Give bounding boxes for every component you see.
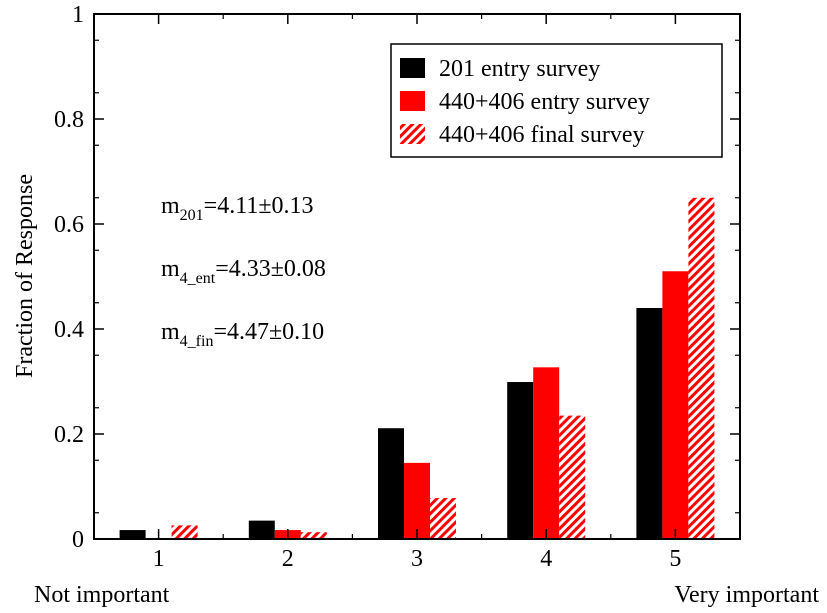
x-tick-label: 5 <box>669 546 681 572</box>
annotation-value: =4.33±0.08 <box>215 256 326 282</box>
legend-label: 440+406 final survey <box>439 122 645 148</box>
bar <box>662 271 689 539</box>
mean-annotation: m201=4.11±0.13 <box>161 193 314 224</box>
legend-box <box>390 43 723 158</box>
y-tick-label: 0.8 <box>54 107 84 133</box>
annotation-subscript: 201 <box>180 207 204 224</box>
legend-swatch <box>400 58 425 78</box>
axes-layer: 0 0.2 0.4 0.6 0.8 1 1 2 3 4 5 <box>54 2 740 572</box>
legend-items: 201 entry survey 440+406 entry survey 440+… <box>400 56 650 148</box>
legend-swatch <box>400 124 425 144</box>
annotation-base: m <box>161 256 180 282</box>
y-axis-label: Fraction of Response <box>12 174 38 378</box>
bar <box>404 462 430 539</box>
annotation-subscript: 4_fin <box>180 333 214 350</box>
bar <box>378 428 404 539</box>
bar <box>507 382 534 539</box>
bar <box>248 520 275 539</box>
legend: 201 entry survey 440+406 entry survey 440+… <box>390 43 723 158</box>
annotations-layer: m201=4.11±0.13m4_ent=4.33±0.08m4_fin=4.4… <box>161 193 326 350</box>
bar <box>430 498 456 539</box>
bar <box>171 525 198 539</box>
annotation-value: =4.11±0.13 <box>204 193 314 219</box>
bar <box>636 308 663 539</box>
x-end-label-right: Very important <box>674 582 819 608</box>
x-tick-label: 4 <box>540 546 552 572</box>
mean-annotation: m4_ent=4.33±0.08 <box>161 256 326 287</box>
bar <box>688 197 715 539</box>
annotation-base: m <box>161 319 180 345</box>
annotation-base: m <box>161 193 180 219</box>
y-tick-label: 0.4 <box>54 317 84 343</box>
x-tick-label: 3 <box>411 546 423 572</box>
legend-label: 201 entry survey <box>439 56 600 82</box>
x-end-label-left: Not important <box>34 582 170 608</box>
legend-swatch <box>400 91 425 111</box>
mean-annotation: m4_fin=4.47±0.10 <box>161 319 324 350</box>
y-tick-label: 0.6 <box>54 212 84 238</box>
bar <box>559 415 586 539</box>
x-tick-label: 2 <box>282 546 294 572</box>
bar <box>119 530 146 539</box>
y-tick-label: 0 <box>72 527 84 553</box>
bar <box>533 367 560 539</box>
y-tick-label: 0.2 <box>54 422 84 448</box>
annotation-subscript: 4_ent <box>180 270 216 287</box>
bars-layer <box>119 197 715 539</box>
annotation-value: =4.47±0.10 <box>213 319 324 345</box>
legend-label: 440+406 entry survey <box>439 89 650 115</box>
bar <box>300 532 327 539</box>
y-tick-label: 1 <box>72 2 84 28</box>
x-tick-label: 1 <box>153 546 165 572</box>
